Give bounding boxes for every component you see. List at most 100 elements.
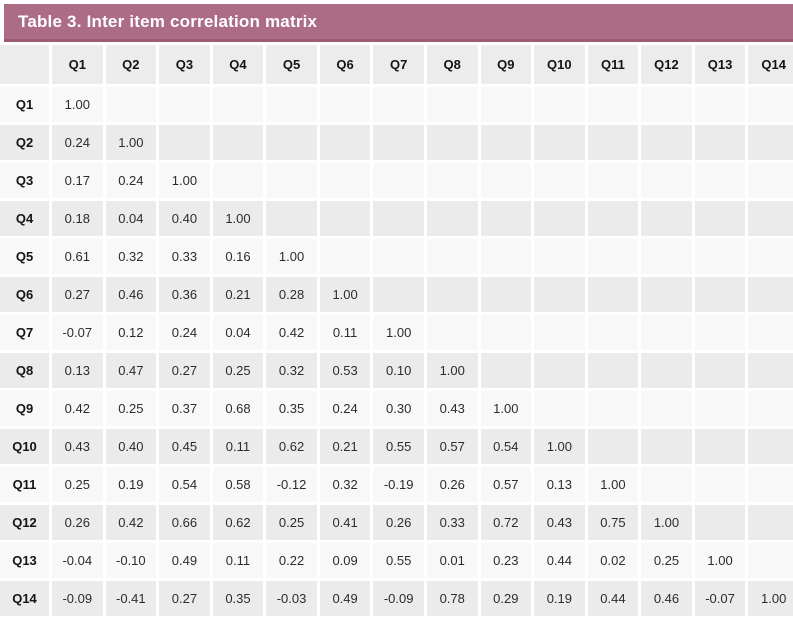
empty-cell: [534, 87, 585, 122]
empty-cell: [373, 125, 424, 160]
empty-cell: [534, 353, 585, 388]
empty-cell: [266, 87, 317, 122]
empty-cell: [587, 429, 639, 464]
matrix-cell-q7-q1: -0.07: [52, 315, 103, 350]
header-row: Q1 Q2 Q3 Q4 Q5 Q6 Q7 Q8 Q9 Q10 Q11 Q12 Q13 Q14: [0, 45, 793, 84]
matrix-cell-q8-q2: 0.47: [105, 353, 157, 388]
matrix-cell-q10-q7: 0.55: [373, 429, 424, 464]
matrix-cell-q7-q5: 0.42: [266, 315, 317, 350]
table-row-q14: Q14 -0.09 -0.41 0.27 0.35 -0.03 0.49 -0.09 0.78 0…: [0, 581, 793, 616]
matrix-cell-q13-q7: 0.55: [373, 543, 424, 578]
empty-cell: [266, 125, 317, 160]
empty-cell: [748, 391, 793, 426]
empty-cell: [694, 315, 746, 350]
matrix-cell-q13-q3: 0.49: [159, 543, 210, 578]
column-header-q9: Q9: [480, 45, 532, 84]
empty-cell: [694, 353, 746, 388]
row-label-q6: Q6: [0, 277, 49, 312]
matrix-cell-q10-q2: 0.40: [105, 429, 157, 464]
matrix-cell-q7-q6: 0.11: [319, 315, 371, 350]
matrix-cell-q11-q4: 0.58: [212, 467, 264, 502]
empty-cell: [319, 163, 371, 198]
empty-cell: [587, 201, 639, 236]
matrix-cell-q11-q11: 1.00: [587, 467, 639, 502]
matrix-cell-q10-q5: 0.62: [266, 429, 317, 464]
matrix-cell-q14-q6: 0.49: [319, 581, 371, 616]
empty-cell: [587, 277, 639, 312]
matrix-cell-q4-q3: 0.40: [159, 201, 210, 236]
empty-cell: [587, 125, 639, 160]
matrix-cell-q10-q1: 0.43: [52, 429, 103, 464]
column-header-q13: Q13: [694, 45, 746, 84]
matrix-cell-q9-q2: 0.25: [105, 391, 157, 426]
empty-cell: [319, 201, 371, 236]
empty-cell: [426, 201, 478, 236]
row-label-q8: Q8: [0, 353, 49, 388]
matrix-cell-q5-q1: 0.61: [52, 239, 103, 274]
matrix-cell-q4-q4: 1.00: [212, 201, 264, 236]
empty-cell: [266, 163, 317, 198]
matrix-cell-q14-q11: 0.44: [587, 581, 639, 616]
matrix-cell-q7-q4: 0.04: [212, 315, 264, 350]
empty-cell: [373, 163, 424, 198]
table-row-q3: Q3 0.17 0.24 1.00: [0, 163, 793, 198]
empty-cell: [748, 543, 793, 578]
matrix-cell-q1-q1: 1.00: [52, 87, 103, 122]
empty-cell: [587, 163, 639, 198]
matrix-cell-q9-q5: 0.35: [266, 391, 317, 426]
empty-cell: [641, 315, 692, 350]
correlation-table: Q1 Q2 Q3 Q4 Q5 Q6 Q7 Q8 Q9 Q10 Q11 Q12 Q13 Q14 Q1 1.00…: [0, 42, 793, 619]
empty-cell: [694, 87, 746, 122]
matrix-cell-q5-q4: 0.16: [212, 239, 264, 274]
column-header-q8: Q8: [426, 45, 478, 84]
empty-cell: [534, 201, 585, 236]
column-header-q10: Q10: [534, 45, 585, 84]
table-row-q5: Q5 0.61 0.32 0.33 0.16 1.00: [0, 239, 793, 274]
column-header-q2: Q2: [105, 45, 157, 84]
empty-cell: [748, 277, 793, 312]
matrix-cell-q4-q1: 0.18: [52, 201, 103, 236]
matrix-cell-q2-q1: 0.24: [52, 125, 103, 160]
empty-cell: [641, 429, 692, 464]
matrix-cell-q12-q6: 0.41: [319, 505, 371, 540]
table-row-q13: Q13 -0.04 -0.10 0.49 0.11 0.22 0.09 0.55 0.01 0.2…: [0, 543, 793, 578]
empty-cell: [212, 163, 264, 198]
matrix-cell-q12-q4: 0.62: [212, 505, 264, 540]
matrix-cell-q9-q3: 0.37: [159, 391, 210, 426]
matrix-cell-q10-q8: 0.57: [426, 429, 478, 464]
matrix-cell-q9-q6: 0.24: [319, 391, 371, 426]
row-label-q14: Q14: [0, 581, 49, 616]
column-header-q5: Q5: [266, 45, 317, 84]
matrix-cell-q14-q5: -0.03: [266, 581, 317, 616]
empty-cell: [480, 87, 532, 122]
matrix-cell-q10-q6: 0.21: [319, 429, 371, 464]
matrix-cell-q13-q9: 0.23: [480, 543, 532, 578]
matrix-cell-q5-q2: 0.32: [105, 239, 157, 274]
matrix-cell-q10-q4: 0.11: [212, 429, 264, 464]
matrix-cell-q11-q7: -0.19: [373, 467, 424, 502]
matrix-cell-q12-q8: 0.33: [426, 505, 478, 540]
matrix-cell-q12-q9: 0.72: [480, 505, 532, 540]
empty-cell: [587, 353, 639, 388]
empty-cell: [159, 87, 210, 122]
matrix-cell-q5-q5: 1.00: [266, 239, 317, 274]
matrix-cell-q9-q1: 0.42: [52, 391, 103, 426]
matrix-cell-q8-q4: 0.25: [212, 353, 264, 388]
matrix-cell-q6-q4: 0.21: [212, 277, 264, 312]
matrix-cell-q14-q14: 1.00: [748, 581, 793, 616]
matrix-cell-q13-q13: 1.00: [694, 543, 746, 578]
matrix-cell-q8-q3: 0.27: [159, 353, 210, 388]
matrix-cell-q6-q3: 0.36: [159, 277, 210, 312]
empty-cell: [587, 315, 639, 350]
matrix-cell-q6-q5: 0.28: [266, 277, 317, 312]
matrix-cell-q14-q4: 0.35: [212, 581, 264, 616]
empty-cell: [534, 315, 585, 350]
row-label-q13: Q13: [0, 543, 49, 578]
row-label-q12: Q12: [0, 505, 49, 540]
table-row-q4: Q4 0.18 0.04 0.40 1.00: [0, 201, 793, 236]
matrix-cell-q14-q7: -0.09: [373, 581, 424, 616]
table-row-q2: Q2 0.24 1.00: [0, 125, 793, 160]
empty-cell: [534, 391, 585, 426]
column-header-q6: Q6: [319, 45, 371, 84]
empty-cell: [641, 391, 692, 426]
